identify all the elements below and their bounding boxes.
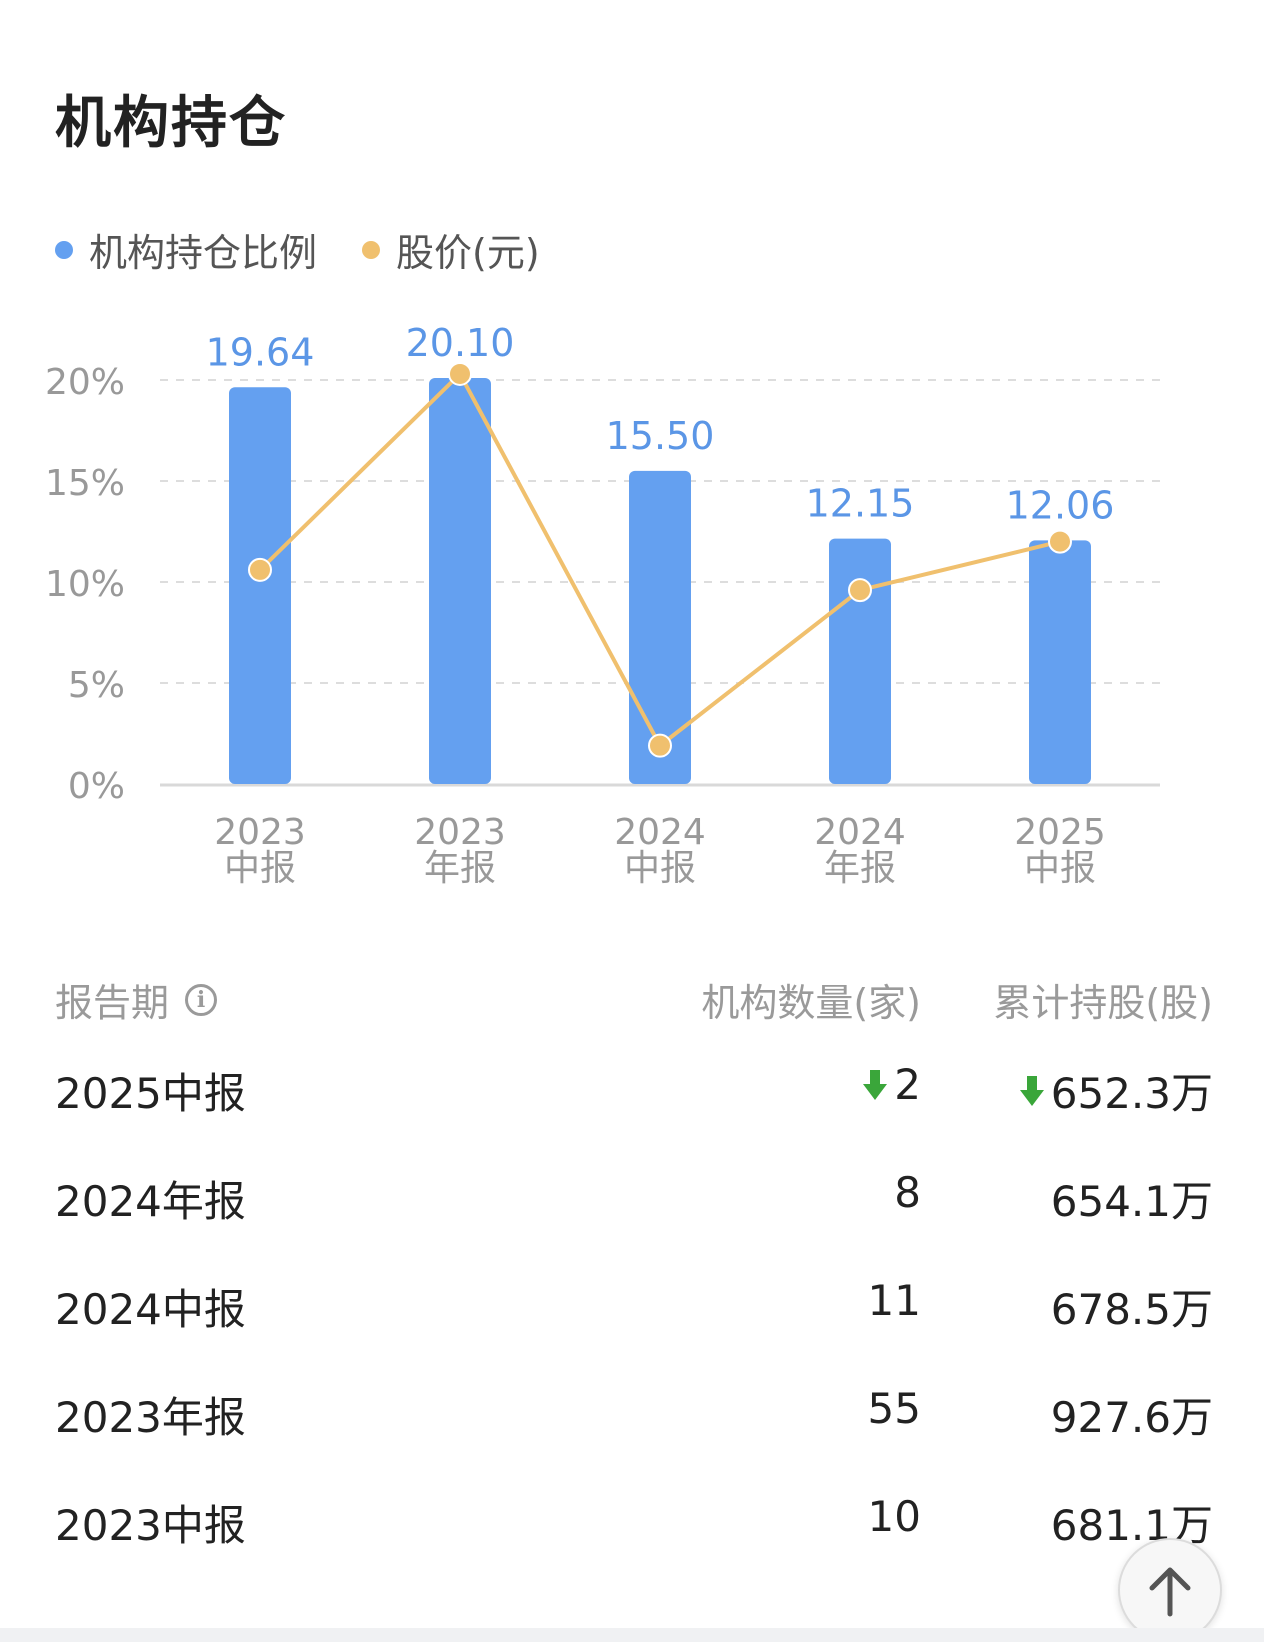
price-point <box>248 557 272 582</box>
row-period: 2024中报 <box>55 1285 246 1334</box>
bar-data-label: 15.50 <box>606 414 715 458</box>
table-row[interactable]: 2024年报 8 654.1万 <box>55 1140 1213 1248</box>
bottom-bar <box>0 1628 1264 1642</box>
holding-table: 报告期 i 机构数量(家) 累计持股(股) 2025中报 2 652.3万 2024年… <box>55 972 1213 1572</box>
x-tick-label-year: 2024 <box>614 812 706 853</box>
info-icon[interactable]: i <box>185 983 218 1016</box>
x-tick-label-year: 2023 <box>214 812 306 853</box>
bar <box>229 387 291 784</box>
row-period: 2023年报 <box>55 1393 246 1442</box>
arrow-up-icon <box>1149 1567 1191 1617</box>
y-tick-label: 5% <box>68 665 125 706</box>
price-point <box>648 733 672 758</box>
bar-data-label: 20.10 <box>406 321 515 365</box>
x-tick-label-year: 2025 <box>1014 812 1106 853</box>
header-count: 机构数量(家) <box>701 981 921 1025</box>
row-count: 2 <box>862 1060 921 1109</box>
page-title: 机构持仓 <box>55 91 287 156</box>
row-shares: 678.5万 <box>1051 1276 1213 1337</box>
bar <box>629 470 691 784</box>
x-tick-label-year: 2023 <box>414 812 506 853</box>
row-shares-value: 652.3万 <box>1050 1069 1213 1118</box>
table-row[interactable]: 2023中报 10 681.1万 <box>55 1464 1213 1572</box>
holding-chart: 0% 5% 10% 15% 20% 19.64 20.10 15.50 12.15 12.06 20… <box>45 321 1160 889</box>
row-count: 11 <box>868 1276 921 1325</box>
row-count-value: 10 <box>867 1492 921 1541</box>
bar-data-label: 12.15 <box>806 482 915 526</box>
header-period-label: 报告期 <box>55 981 170 1025</box>
header-period: 报告期 i <box>55 972 218 1027</box>
x-tick-label-year: 2024 <box>814 812 906 853</box>
chart-legend: 机构持仓比例 股价(元) <box>55 222 585 277</box>
bar-data-label: 12.06 <box>1006 483 1115 527</box>
row-count-value: 11 <box>867 1276 921 1325</box>
price-point <box>448 361 472 386</box>
x-tick-label-period: 年报 <box>824 848 896 889</box>
table-row[interactable]: 2025中报 2 652.3万 <box>55 1032 1213 1140</box>
legend-label-price: 股价(元) <box>396 231 540 275</box>
row-shares-value: 678.5万 <box>1050 1285 1213 1334</box>
row-count-value: 2 <box>894 1060 921 1109</box>
row-count: 8 <box>894 1168 921 1217</box>
price-point <box>848 578 872 603</box>
row-shares: 927.6万 <box>1051 1384 1213 1445</box>
price-point <box>1048 529 1072 554</box>
down-arrow-icon <box>863 1069 888 1100</box>
x-tick-label-period: 中报 <box>1024 848 1096 889</box>
x-tick-label-period: 年报 <box>424 848 496 889</box>
table-header: 报告期 i 机构数量(家) 累计持股(股) <box>55 972 1213 1032</box>
row-shares-value: 927.6万 <box>1050 1393 1213 1442</box>
down-arrow-icon <box>1019 1075 1044 1106</box>
y-tick-label: 20% <box>45 362 125 403</box>
row-period: 2023中报 <box>55 1501 246 1550</box>
scroll-to-top-button[interactable] <box>1118 1538 1222 1642</box>
row-period: 2024年报 <box>55 1177 246 1226</box>
row-shares-value: 654.1万 <box>1050 1177 1213 1226</box>
legend-item-ratio[interactable]: 机构持仓比例 <box>55 222 317 277</box>
legend-dot-price <box>362 240 381 259</box>
row-period: 2025中报 <box>55 1069 246 1118</box>
legend-dot-ratio <box>55 240 73 259</box>
bar <box>829 538 891 784</box>
y-tick-label: 10% <box>45 564 125 605</box>
bar-data-label: 19.64 <box>206 330 315 374</box>
bar <box>1029 540 1091 784</box>
row-count-value: 55 <box>867 1384 921 1433</box>
header-shares: 累计持股(股) <box>993 981 1213 1025</box>
table-row[interactable]: 2023年报 55 927.6万 <box>55 1356 1213 1464</box>
row-count: 10 <box>868 1492 921 1541</box>
bar <box>429 377 491 784</box>
legend-label-ratio: 机构持仓比例 <box>89 231 318 275</box>
row-shares: 652.3万 <box>1019 1060 1213 1121</box>
table-body: 2025中报 2 652.3万 2024年报 8 654.1万 2024中报 11 678.5万… <box>55 1032 1213 1572</box>
row-shares: 654.1万 <box>1051 1168 1213 1229</box>
y-tick-label: 0% <box>68 766 125 807</box>
row-count-value: 8 <box>894 1168 921 1217</box>
x-tick-label-period: 中报 <box>224 848 296 889</box>
y-tick-label: 15% <box>45 463 125 504</box>
x-tick-label-period: 中报 <box>624 848 696 889</box>
table-row[interactable]: 2024中报 11 678.5万 <box>55 1248 1213 1356</box>
legend-item-price[interactable]: 股价(元) <box>362 222 540 277</box>
row-count: 55 <box>868 1384 921 1433</box>
